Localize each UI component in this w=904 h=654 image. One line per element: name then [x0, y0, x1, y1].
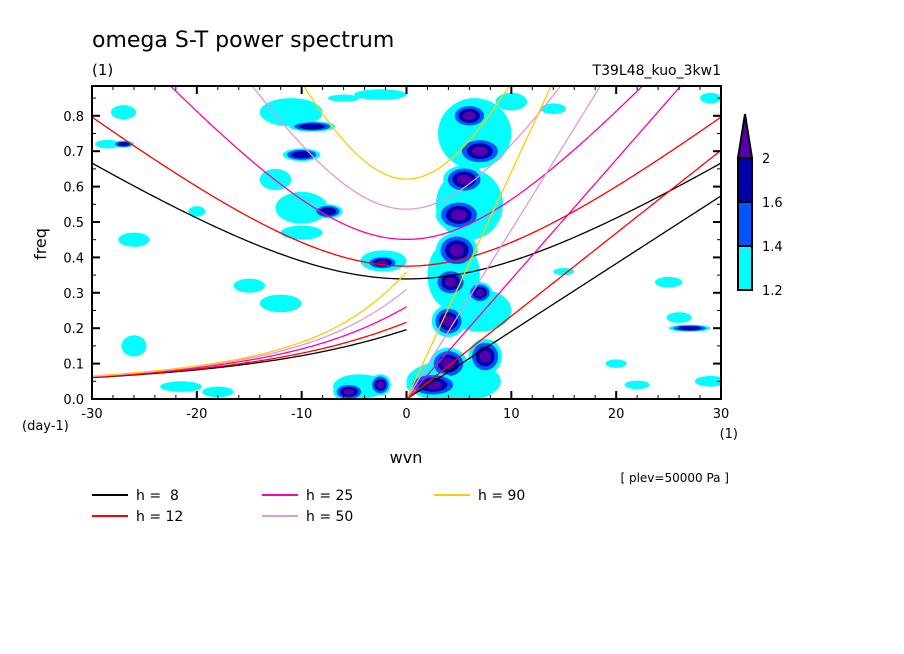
- y-tick-label: 0.7: [63, 145, 84, 160]
- x-axis-units: (1): [720, 427, 738, 442]
- kelvin-curve: [405, 86, 552, 399]
- power-region-level-3: [677, 326, 702, 331]
- kelvin-curve: [406, 195, 721, 399]
- y-tick-label: 0.6: [63, 181, 84, 196]
- colorbar-extend-arrow: [736, 113, 754, 159]
- legend-label: h = 90: [478, 488, 525, 504]
- mrg-curve: [92, 321, 407, 378]
- power-region-weak: [188, 206, 206, 217]
- x-tick-label: -10: [291, 407, 312, 422]
- colorbar: 1.2 1.4 1.6 2: [736, 113, 783, 299]
- power-region-weak: [540, 103, 566, 115]
- level-annotation: [ plev=50000 Pa ]: [620, 471, 729, 485]
- power-region-level-4: [442, 358, 455, 370]
- y-axis-label: freq: [31, 228, 50, 260]
- power-region-weak: [327, 94, 360, 102]
- kelvin-curve: [405, 86, 602, 399]
- x-tick-label: -20: [186, 407, 207, 422]
- power-region-weak: [259, 98, 323, 127]
- power-region-weak: [202, 386, 234, 398]
- power-region-weak: [118, 232, 150, 247]
- power-region-weak: [354, 89, 407, 100]
- axis-ticks: [91, 86, 722, 400]
- power-region-level-3: [291, 151, 313, 159]
- power-region-weak: [233, 278, 265, 293]
- power-region-weak: [605, 359, 627, 368]
- colorbar-segment: [737, 157, 753, 203]
- x-tick-label: 10: [503, 407, 520, 422]
- inertia-gravity-curve: [92, 162, 721, 280]
- power-region-weak: [694, 375, 721, 387]
- y-tick-label: 0.0: [63, 393, 84, 408]
- plot-background: [92, 86, 721, 399]
- power-region-level-4: [472, 146, 488, 157]
- colorbar-label: 2: [762, 152, 770, 167]
- x-tick-label: 0: [402, 407, 410, 422]
- power-region-weak: [666, 312, 692, 323]
- power-region-weak: [110, 105, 137, 120]
- units-label: (1): [92, 61, 113, 79]
- power-region-weak: [495, 92, 528, 111]
- power-region-level-4: [376, 381, 384, 389]
- power-region-level-4: [451, 209, 467, 221]
- kelvin-curve: [406, 149, 721, 399]
- power-region-level-4: [449, 244, 464, 257]
- power-region-weak: [160, 381, 203, 392]
- colorbar-label: 1.2: [762, 284, 783, 299]
- power-region-weak: [259, 294, 302, 313]
- colorbar-segment: [737, 201, 753, 247]
- y-tick-label: 0.5: [63, 216, 84, 231]
- power-region-weak: [280, 225, 323, 240]
- y-tick-label: 0.1: [63, 358, 84, 373]
- x-tick-label: 30: [713, 407, 730, 422]
- x-axis-label: wvn: [390, 448, 423, 467]
- power-region-level-4: [444, 277, 457, 287]
- colorbar-label: 1.4: [762, 240, 783, 255]
- inertia-gravity-curve: [92, 116, 721, 267]
- x-tick-label: -30: [81, 407, 102, 422]
- power-region-weak: [700, 92, 721, 104]
- power-region-level-4: [462, 111, 476, 121]
- y-axis-units: (day-1): [22, 419, 69, 434]
- power-region-weak: [654, 276, 683, 288]
- inertia-gravity-curve: [251, 86, 562, 210]
- colorbar-label: 1.6: [762, 196, 783, 211]
- x-tick-label: 20: [608, 407, 625, 422]
- power-region-weak: [95, 139, 121, 149]
- power-region-level-3: [117, 142, 130, 147]
- power-region-level-4: [457, 174, 472, 185]
- y-tick-label: 0.8: [63, 110, 84, 125]
- legend-label: h = 8: [136, 488, 179, 504]
- chart-title: omega S-T power spectrum: [92, 28, 394, 53]
- y-tick-label: 0.4: [63, 251, 84, 266]
- legend-label: h = 25: [306, 488, 353, 504]
- kelvin-curve: [406, 86, 682, 399]
- power-region-level-4: [343, 388, 355, 395]
- dispersion-curves: [92, 86, 721, 399]
- legend-label: h = 12: [136, 509, 183, 525]
- colorbar-segment: [737, 245, 753, 291]
- y-tick-label: 0.2: [63, 322, 84, 337]
- power-region-level-3: [299, 123, 326, 130]
- power-region-weak: [275, 191, 328, 224]
- power-region-level-4: [442, 315, 455, 327]
- inertia-gravity-curve: [169, 86, 644, 241]
- legend-label: h = 50: [306, 509, 353, 525]
- inertia-gravity-curve: [302, 86, 511, 180]
- power-region-weak: [624, 380, 650, 390]
- plot-area: [91, 85, 722, 400]
- run-label: T39L48_kuo_3kw1: [592, 63, 721, 79]
- power-region-level-3: [319, 207, 337, 216]
- power-region-level-4: [475, 289, 485, 297]
- mrg-curve: [92, 271, 407, 377]
- power-region-level-4: [423, 380, 442, 390]
- power-region-level-4: [479, 350, 491, 363]
- power-region-weak: [121, 335, 147, 357]
- legend: h = 8 h = 12 h = 25 h = 50 h = 90: [92, 488, 525, 525]
- y-tick-label: 0.3: [63, 287, 84, 302]
